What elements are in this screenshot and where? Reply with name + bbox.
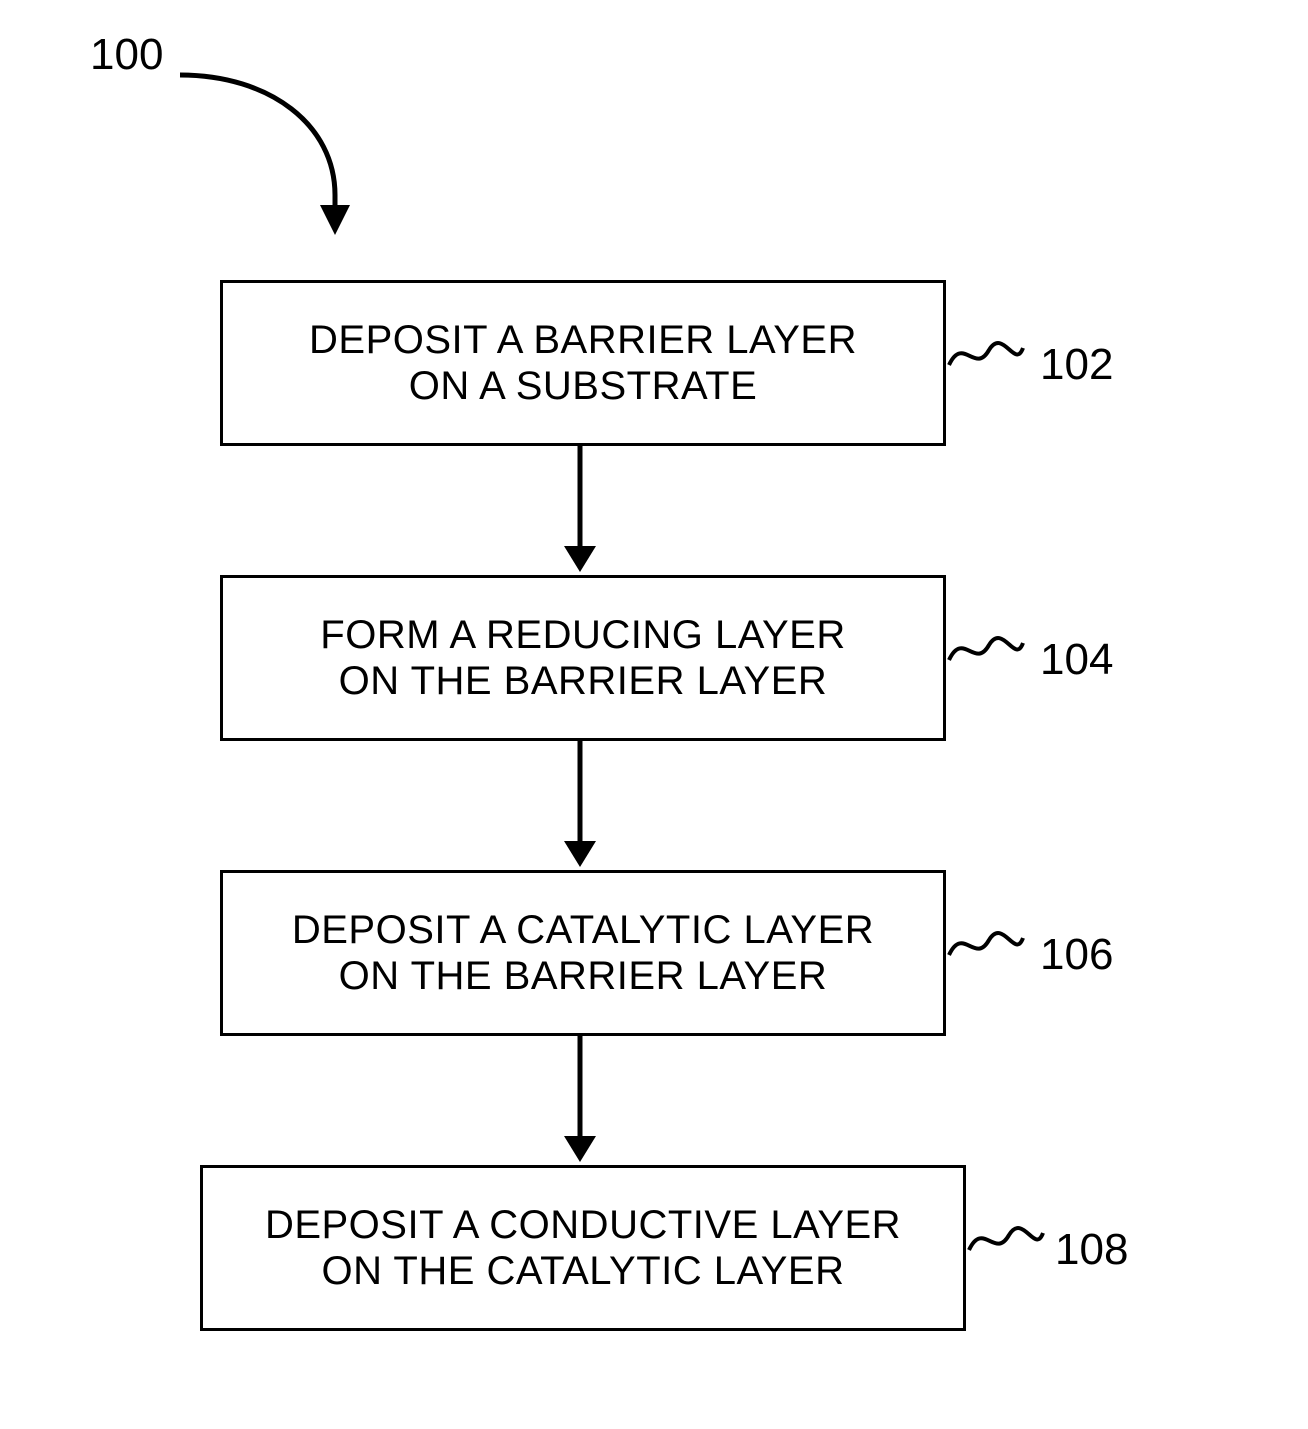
ref-squiggle-106: [945, 920, 1025, 970]
figure-label-arrow-head: [320, 205, 350, 235]
ref-label-102: 102: [1040, 340, 1113, 390]
step-box-102: DEPOSIT A BARRIER LAYER ON A SUBSTRATE: [220, 280, 946, 446]
step-box-104: FORM A REDUCING LAYER ON THE BARRIER LAY…: [220, 575, 946, 741]
step-text-line2: ON THE CATALYTIC LAYER: [322, 1248, 845, 1294]
flowchart-canvas: 100 DEPOSIT A BARRIER LAYER ON A SUBSTRA…: [0, 0, 1308, 1429]
step-box-108: DEPOSIT A CONDUCTIVE LAYER ON THE CATALY…: [200, 1165, 966, 1331]
ref-label-106: 106: [1040, 930, 1113, 980]
arrow-104-106: [562, 738, 598, 869]
ref-squiggle-108: [965, 1215, 1045, 1265]
ref-squiggle-104: [945, 625, 1025, 675]
arrow-102-104: [562, 443, 598, 574]
step-text-line1: DEPOSIT A CATALYTIC LAYER: [292, 907, 874, 953]
step-text-line2: ON THE BARRIER LAYER: [339, 953, 828, 999]
step-text-line2: ON A SUBSTRATE: [409, 363, 758, 409]
step-text-line1: DEPOSIT A CONDUCTIVE LAYER: [265, 1202, 901, 1248]
ref-label-104: 104: [1040, 635, 1113, 685]
step-text-line1: DEPOSIT A BARRIER LAYER: [309, 317, 857, 363]
ref-squiggle-102: [945, 330, 1025, 380]
step-box-106: DEPOSIT A CATALYTIC LAYER ON THE BARRIER…: [220, 870, 946, 1036]
arrow-106-108: [562, 1033, 598, 1164]
step-text-line1: FORM A REDUCING LAYER: [320, 612, 845, 658]
figure-label-arrow: [160, 55, 360, 245]
step-text-line2: ON THE BARRIER LAYER: [339, 658, 828, 704]
ref-label-108: 108: [1055, 1225, 1128, 1275]
figure-label-arrow-path: [180, 75, 335, 223]
figure-label: 100: [90, 30, 163, 80]
